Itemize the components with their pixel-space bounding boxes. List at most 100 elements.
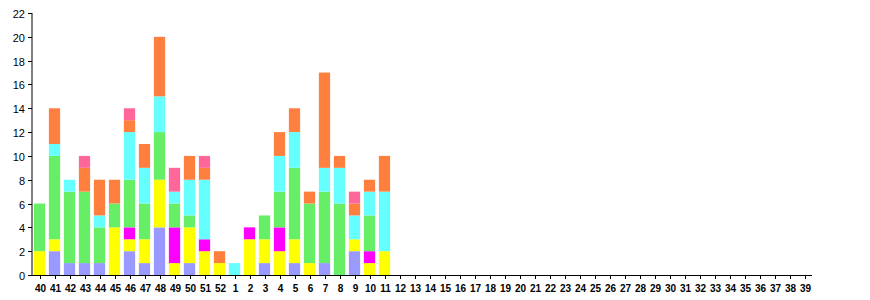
bar-segment: [49, 108, 60, 109]
bar-segment: [334, 204, 345, 275]
bar-segment: [184, 215, 195, 227]
x-tick: [700, 275, 701, 279]
bar-segment: [34, 203, 45, 204]
bar-segment: [334, 155, 345, 156]
x-tick-label: 4: [278, 283, 284, 294]
bar-segment: [214, 251, 225, 252]
bar-segment: [319, 192, 330, 263]
x-tick: [625, 275, 626, 279]
y-tick: [28, 132, 32, 133]
bar-segment: [259, 215, 270, 239]
x-tick-label: 48: [155, 283, 167, 294]
x-tick: [730, 275, 731, 279]
x-tick-label: 31: [680, 283, 692, 294]
y-tick-label: 8: [19, 175, 25, 187]
y-tick: [28, 251, 32, 252]
bar-segment: [34, 204, 45, 252]
bar-segment: [199, 251, 210, 275]
bar-segment: [64, 180, 75, 192]
bar-segment: [304, 191, 315, 192]
bar-segment: [49, 239, 60, 251]
x-tick-label: 37: [770, 283, 782, 294]
x-tick: [685, 275, 686, 279]
y-tick-label: 22: [13, 8, 25, 20]
x-tick: [370, 275, 371, 279]
bar-segment: [154, 37, 165, 97]
x-tick: [355, 275, 356, 279]
bar-segment: [319, 72, 330, 73]
x-tick-label: 46: [125, 283, 137, 294]
bar-segment: [379, 251, 390, 275]
bar-segment: [139, 263, 150, 275]
x-tick-label: 47: [140, 283, 152, 294]
bar-segment: [199, 156, 210, 168]
x-tick-label: 49: [170, 283, 182, 294]
bar-segment: [229, 263, 240, 264]
x-tick-label: 7: [323, 283, 329, 294]
bar-segment: [364, 215, 375, 251]
x-tick: [85, 275, 86, 279]
y-tick: [28, 61, 32, 62]
bar-segment: [349, 215, 360, 239]
bar-segment: [79, 168, 90, 192]
x-tick-label: 29: [650, 283, 662, 294]
x-tick: [325, 275, 326, 279]
x-tick-label: 50: [185, 283, 197, 294]
x-tick-label: 11: [380, 283, 391, 294]
bar-segment: [154, 132, 165, 180]
bar-segment: [139, 168, 150, 204]
bar-segment: [229, 263, 240, 264]
bar-segment: [289, 108, 300, 109]
bar-segment: [319, 168, 330, 192]
x-tick: [670, 275, 671, 279]
x-tick: [115, 275, 116, 279]
x-tick: [760, 275, 761, 279]
bar-segment: [289, 132, 300, 168]
x-tick-label: 41: [50, 283, 62, 294]
x-tick: [490, 275, 491, 279]
bar-segment: [349, 204, 360, 216]
x-tick-label: 27: [620, 283, 632, 294]
bar-segment: [214, 263, 225, 275]
bar-segment: [229, 263, 240, 275]
y-tick-label: 4: [19, 222, 25, 234]
x-tick: [280, 275, 281, 279]
bar-segment: [139, 204, 150, 240]
x-tick-label: 13: [410, 283, 422, 294]
bar-segment: [49, 251, 60, 275]
x-tick-label: 14: [425, 283, 437, 294]
y-tick: [28, 275, 32, 276]
y-tick-label: 18: [13, 56, 25, 68]
y-tick: [28, 156, 32, 157]
bar-segment: [109, 180, 120, 204]
x-tick: [145, 275, 146, 279]
y-axis: [32, 13, 33, 275]
x-tick-label: 10: [365, 283, 377, 294]
x-tick-label: 1: [233, 283, 239, 294]
x-tick-label: 2: [248, 283, 254, 294]
x-tick: [460, 275, 461, 279]
bar-segment: [79, 263, 90, 275]
bar-segment: [169, 192, 180, 204]
bar-segment: [259, 215, 270, 216]
bar-segment: [184, 180, 195, 216]
x-tick-label: 6: [308, 283, 314, 294]
y-tick-label: 20: [13, 32, 25, 44]
bar-segment: [34, 203, 45, 204]
x-tick-label: 52: [215, 283, 227, 294]
bar-segment: [154, 227, 165, 275]
bar-segment: [379, 192, 390, 252]
bar-segment: [319, 263, 330, 275]
bar-segment: [349, 192, 360, 204]
x-tick: [295, 275, 296, 279]
bar-segment: [259, 263, 270, 275]
x-tick: [640, 275, 641, 279]
x-tick: [175, 275, 176, 279]
y-tick: [28, 180, 32, 181]
bar-segment: [169, 204, 180, 228]
bar-segment: [49, 108, 60, 144]
x-tick-label: 3: [263, 283, 269, 294]
y-tick-label: 10: [13, 151, 25, 163]
x-tick-label: 9: [353, 283, 359, 294]
bar-segment: [34, 251, 45, 275]
